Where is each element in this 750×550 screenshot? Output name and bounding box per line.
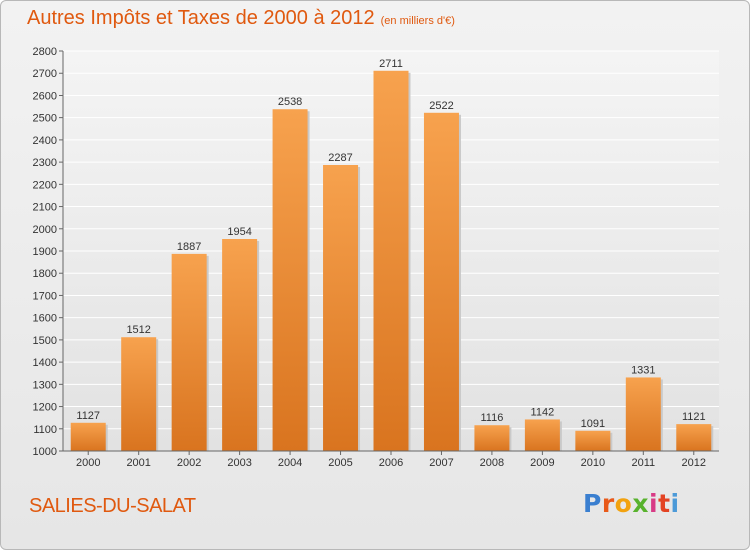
data-label: 1954 <box>227 226 251 238</box>
x-tick-label: 2000 <box>76 457 100 469</box>
bar <box>474 425 510 451</box>
bar <box>423 112 459 452</box>
y-tick-label: 2100 <box>33 202 57 214</box>
x-tick-label: 2002 <box>177 457 201 469</box>
data-label: 1091 <box>581 418 605 430</box>
y-tick-label: 1700 <box>33 290 57 302</box>
y-tick-label: 2700 <box>33 68 57 80</box>
data-label: 1331 <box>631 364 655 376</box>
y-tick-label: 1800 <box>33 268 57 280</box>
logo-letter: x <box>632 489 649 518</box>
logo-letter: o <box>614 489 633 518</box>
bar <box>121 337 157 451</box>
y-tick-label: 2400 <box>33 135 57 147</box>
x-tick-label: 2007 <box>429 457 453 469</box>
y-tick-label: 2800 <box>33 46 57 58</box>
data-label: 2538 <box>278 96 302 108</box>
x-tick-label: 2009 <box>530 457 554 469</box>
data-label: 1512 <box>126 324 150 336</box>
data-label: 2287 <box>328 152 352 164</box>
y-tick-label: 1000 <box>33 446 57 458</box>
x-tick-label: 2010 <box>581 457 605 469</box>
bar <box>524 419 560 451</box>
x-tick-label: 2003 <box>227 457 251 469</box>
commune-name: SALIES-DU-SALAT <box>29 495 196 517</box>
y-tick-label: 1400 <box>33 357 57 369</box>
data-label: 1887 <box>177 241 201 253</box>
chart-title: Autres Impôts et Taxes de 2000 à 2012 (en… <box>27 7 455 30</box>
bar <box>272 109 308 451</box>
logo-letter: i <box>670 489 680 518</box>
y-tick-label: 2600 <box>33 90 57 102</box>
x-tick-label: 2001 <box>126 457 150 469</box>
y-tick-label: 2300 <box>33 157 57 169</box>
data-label: 1142 <box>531 406 555 418</box>
logo-letter: r <box>601 489 615 518</box>
x-tick-label: 2012 <box>682 457 706 469</box>
logo-letter: t <box>658 489 671 518</box>
x-tick-label: 2011 <box>631 457 655 469</box>
bar <box>171 253 207 451</box>
data-label: 2522 <box>429 100 453 112</box>
y-tick-label: 2200 <box>33 179 57 191</box>
y-tick-label: 1200 <box>33 402 57 414</box>
x-tick-label: 2008 <box>480 457 504 469</box>
bar <box>373 70 409 452</box>
x-tick-label: 2005 <box>328 457 352 469</box>
y-tick-label: 1300 <box>33 379 57 391</box>
y-tick-label: 1900 <box>33 246 57 258</box>
bar <box>323 165 359 451</box>
bar <box>625 377 661 451</box>
data-label: 1116 <box>481 412 504 424</box>
data-label: 2711 <box>379 58 403 70</box>
bar <box>222 239 258 451</box>
data-label: 1121 <box>682 411 706 423</box>
chart-title-text: Autres Impôts et Taxes de 2000 à 2012 <box>27 7 375 29</box>
data-label: 1127 <box>76 410 100 422</box>
logo-letter: i <box>649 489 659 518</box>
bar <box>70 422 106 451</box>
y-axis: 1000 1100 1200 1300 1400 1500 1600 1700 1800 1900… <box>33 46 64 458</box>
y-tick-label: 1100 <box>33 424 57 436</box>
x-axis: 2000 2001 2002 2003 2004 2005 2006 2007 2008 2009… <box>63 450 719 469</box>
proxiti-logo: Proxiti <box>583 489 680 518</box>
bar <box>676 424 712 451</box>
y-tick-label: 1500 <box>33 335 57 347</box>
x-tick-label: 2004 <box>278 457 302 469</box>
bars: 1127 1512 1887 1954 2538 2287 2711 2522 1116 1142… <box>70 58 714 452</box>
logo-letter: P <box>583 489 602 518</box>
bar <box>575 430 611 451</box>
y-tick-label: 2000 <box>33 224 57 236</box>
y-tick-label: 1600 <box>33 313 57 325</box>
y-tick-label: 2500 <box>33 113 57 125</box>
chart-subtitle: (en milliers d'€) <box>380 15 455 27</box>
x-tick-label: 2006 <box>379 457 403 469</box>
